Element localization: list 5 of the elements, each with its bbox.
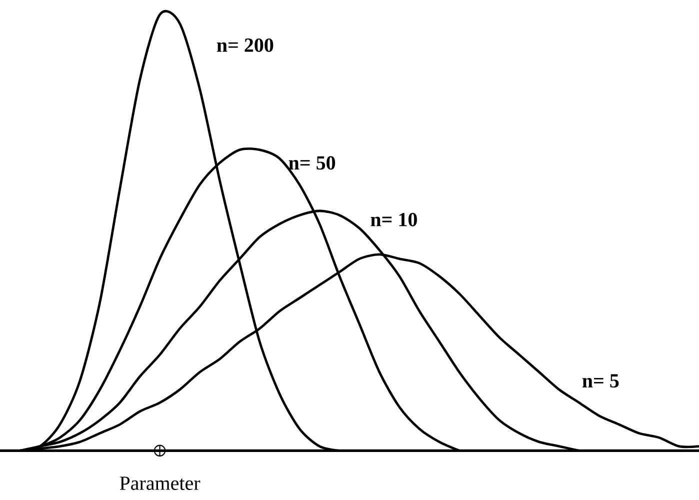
- series-label: n= 10: [370, 212, 417, 226]
- series-label: n= 50: [288, 156, 336, 170]
- series-label: n= 200: [216, 38, 274, 52]
- series-label: n= 5: [582, 374, 619, 388]
- text: Parameter: [120, 476, 200, 490]
